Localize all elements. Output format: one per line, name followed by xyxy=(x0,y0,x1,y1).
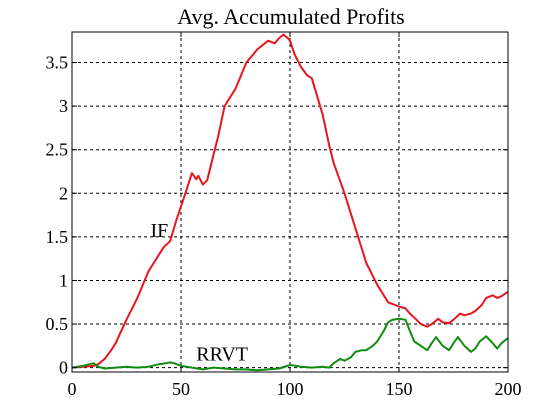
y-tick-label: 0 xyxy=(59,358,68,378)
x-tick-label: 100 xyxy=(277,379,304,399)
y-tick-label: 1 xyxy=(59,270,68,290)
x-tick-label: 0 xyxy=(68,379,77,399)
series-layer xyxy=(71,33,509,372)
chart-title: Avg. Accumulated Profits xyxy=(177,4,405,29)
y-tick-label: 2.5 xyxy=(46,140,69,160)
x-tick-label: 200 xyxy=(495,379,522,399)
series-line-rrvt xyxy=(71,317,509,372)
y-tick-label: 2 xyxy=(59,183,68,203)
tick-labels: 0 50 100 150 200 0 0.5 1 1.5 2 2.5 3 3.5 xyxy=(46,32,522,399)
y-tick-label: 1.5 xyxy=(46,227,69,247)
annotation-rrvt: RRVT xyxy=(196,344,248,366)
y-tick-label: 3 xyxy=(59,96,68,116)
x-tick-label: 150 xyxy=(386,379,413,399)
grid xyxy=(72,32,508,372)
series-line-if xyxy=(71,33,509,369)
x-tick-label: 50 xyxy=(172,379,190,399)
y-tick-label: 3.5 xyxy=(46,53,69,73)
annotations: IF RRVT xyxy=(150,220,248,366)
y-tick-label: 0.5 xyxy=(46,314,69,334)
annotation-if: IF xyxy=(150,220,168,242)
